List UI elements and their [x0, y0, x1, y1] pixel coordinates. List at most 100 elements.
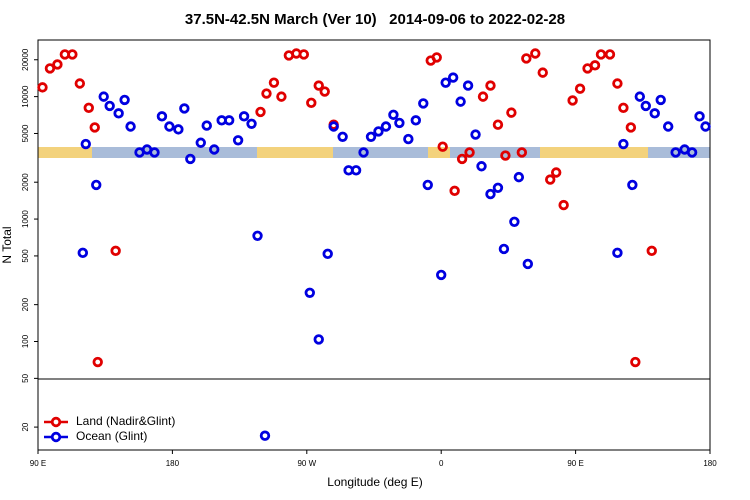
- point: [462, 80, 474, 91]
- point: [506, 107, 517, 118]
- point: [456, 153, 468, 165]
- point: [380, 121, 392, 132]
- point: [630, 356, 641, 368]
- point: [394, 117, 405, 129]
- point: [304, 287, 315, 298]
- point: [319, 86, 330, 97]
- point: [255, 106, 266, 118]
- point: [649, 108, 660, 119]
- point: [418, 98, 429, 109]
- point: [449, 185, 460, 197]
- point: [537, 67, 548, 78]
- point: [223, 115, 235, 126]
- point: [246, 118, 257, 129]
- point: [612, 78, 623, 89]
- legend-marker: [50, 431, 62, 443]
- x-tick-label: 90 W: [297, 459, 316, 468]
- point: [500, 150, 511, 161]
- y-tick-label: 50: [21, 373, 30, 382]
- land-band: [257, 147, 333, 158]
- point: [92, 356, 103, 368]
- land-band: [540, 147, 648, 158]
- point: [232, 135, 244, 146]
- point: [313, 334, 324, 345]
- x-tick-label: 180: [703, 459, 717, 468]
- x-tick-label: 90 E: [30, 459, 46, 468]
- point: [625, 122, 637, 133]
- point: [509, 216, 520, 227]
- point: [125, 121, 136, 132]
- point: [209, 144, 220, 155]
- point: [83, 102, 94, 114]
- point: [589, 60, 601, 71]
- point: [686, 147, 698, 158]
- ocean-band: [450, 147, 540, 158]
- point: [358, 147, 369, 158]
- point: [634, 91, 646, 102]
- point: [365, 131, 377, 142]
- ocean-band: [92, 147, 257, 158]
- point: [700, 121, 711, 132]
- point: [91, 179, 102, 191]
- point: [440, 77, 451, 88]
- point: [67, 49, 78, 60]
- point: [694, 111, 705, 122]
- point: [455, 96, 466, 107]
- point: [545, 174, 556, 185]
- y-tick-label: 1000: [21, 210, 30, 228]
- point: [422, 179, 433, 191]
- point: [403, 133, 414, 145]
- point: [164, 121, 175, 132]
- point: [618, 102, 629, 114]
- point: [516, 147, 528, 158]
- point: [464, 147, 475, 158]
- point: [670, 147, 681, 158]
- y-axis-label: N Total: [0, 226, 14, 263]
- point: [74, 78, 86, 89]
- y-tick-label: 500: [21, 249, 30, 263]
- chart-title: 37.5N-42.5N March (Ver 10) 2014-09-06 to…: [185, 11, 565, 28]
- point: [521, 53, 532, 64]
- point: [261, 88, 272, 99]
- point: [646, 245, 657, 257]
- point: [550, 167, 562, 178]
- point: [522, 258, 534, 270]
- point: [436, 269, 447, 281]
- y-tick-label: 20: [21, 422, 30, 431]
- plot-frame: [37, 39, 711, 451]
- point: [447, 72, 459, 83]
- point: [373, 126, 384, 137]
- y-tick-label: 20000: [21, 48, 30, 71]
- ocean-band: [333, 147, 428, 158]
- point: [313, 80, 324, 91]
- point: [476, 161, 487, 172]
- point: [110, 245, 121, 257]
- legend-label: Land (Nadir&Glint): [76, 414, 175, 428]
- point: [328, 121, 339, 132]
- point: [492, 119, 504, 130]
- point: [306, 97, 317, 109]
- x-tick-label: 0: [439, 459, 444, 468]
- point: [268, 77, 280, 88]
- point: [179, 103, 190, 114]
- point: [470, 129, 481, 140]
- point: [662, 121, 674, 132]
- point: [80, 138, 91, 150]
- point: [431, 52, 442, 63]
- point: [410, 115, 422, 126]
- x-tick-label: 180: [166, 459, 180, 468]
- point: [238, 111, 250, 122]
- point: [149, 147, 160, 158]
- point: [298, 49, 310, 60]
- point: [104, 100, 115, 112]
- point: [612, 247, 623, 259]
- point: [156, 111, 168, 122]
- point: [185, 153, 196, 165]
- point: [492, 182, 504, 194]
- y-tick-label: 2000: [21, 173, 30, 191]
- point: [98, 91, 109, 102]
- point: [513, 171, 525, 183]
- point: [558, 199, 569, 211]
- point: [498, 243, 510, 255]
